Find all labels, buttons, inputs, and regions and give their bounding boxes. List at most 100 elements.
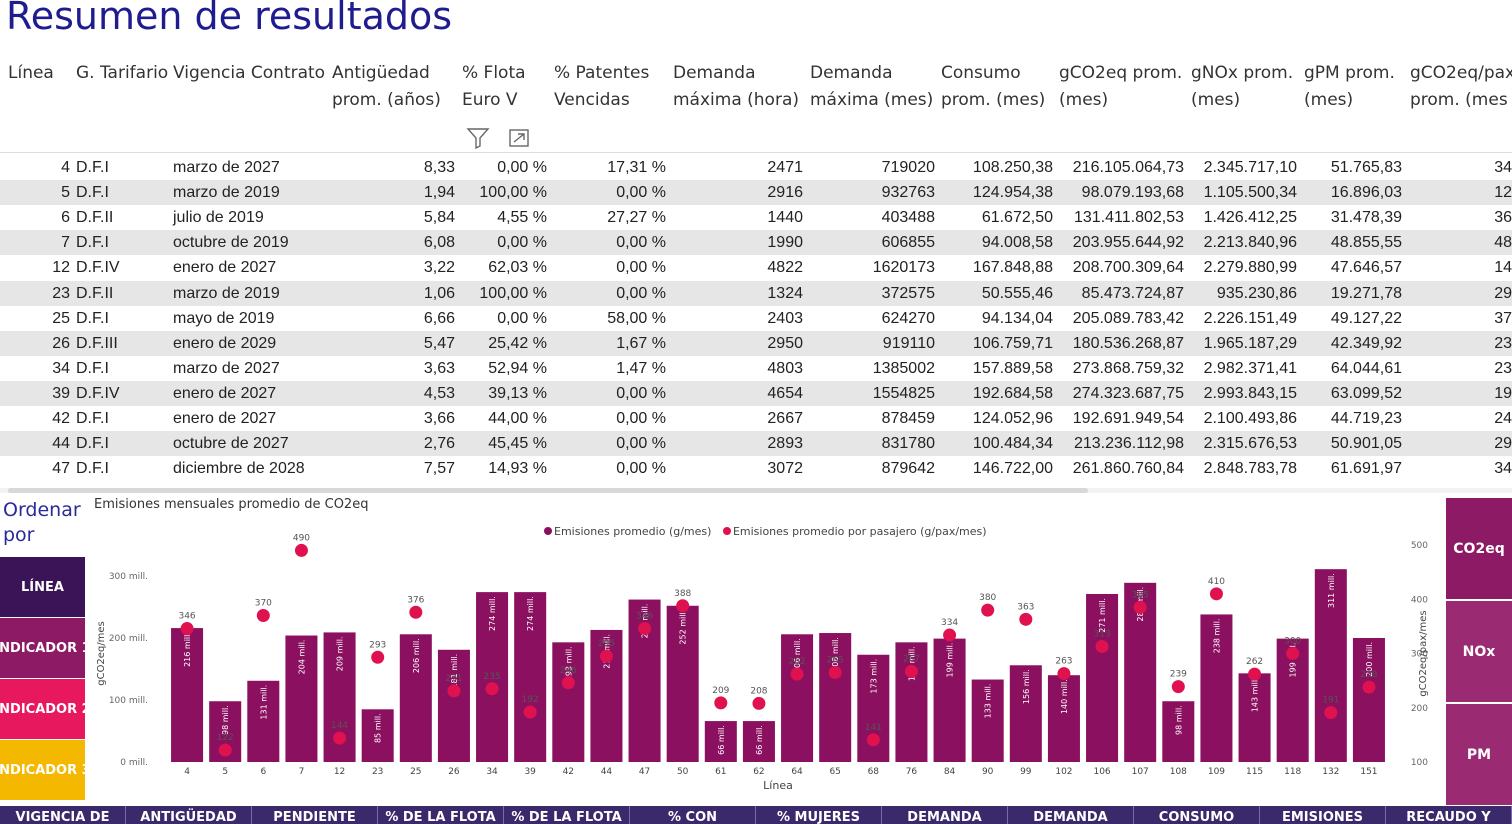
column-header[interactable]: % Flota Euro V xyxy=(462,63,526,110)
bottom-navigation-tabs: VIGENCIA DE ANTIGÜEDAD PENDIENTE% DE LA FL… xyxy=(0,806,1512,824)
bottom-tab[interactable]: PENDIENTE xyxy=(252,806,378,824)
table-cell: 1,67 % xyxy=(616,334,666,352)
bottom-tab[interactable]: EMISIONES xyxy=(1260,806,1386,824)
table-cell: 64.044,61 xyxy=(1330,359,1402,377)
table-cell: marzo de 2027 xyxy=(173,159,280,176)
bottom-tab[interactable]: ANTIGÜEDAD xyxy=(126,806,252,824)
column-header[interactable]: gNOx prom. (mes) xyxy=(1191,63,1294,110)
metric-button-nox[interactable]: NOx xyxy=(1446,601,1512,702)
table-cell: 3,22 xyxy=(423,259,455,277)
table-row[interactable]: 4 D.F.I marzo de 2027 8,33 0,00 % 17,31 % 2471… xyxy=(0,155,1512,180)
table-row[interactable]: 23 D.F.II marzo de 2019 1,06 100,00 % 0,00 % 1… xyxy=(0,280,1512,306)
column-header[interactable]: Demanda máxima (hora) xyxy=(673,63,799,110)
point-data-label: 144 xyxy=(331,721,348,731)
column-header[interactable]: % Patentes Vencidas xyxy=(554,63,650,110)
sort-button-linea[interactable]: LÍNEA xyxy=(0,557,85,617)
sort-button-indicador-3[interactable]: INDICADOR 3 xyxy=(0,740,91,800)
table-cell: 39,13 % xyxy=(488,384,547,402)
bottom-tab[interactable]: % CON xyxy=(630,806,756,824)
table-row[interactable]: 42 D.F.I enero de 2027 3,66 44,00 % 0,00 % 266… xyxy=(0,406,1512,431)
bottom-tab[interactable]: % DE LA FLOTA xyxy=(378,806,504,824)
table-cell: 180.536.268,87 xyxy=(1072,334,1184,352)
table-row[interactable]: 34 D.F.I marzo de 2027 3,63 52,94 % 1,47 % 480… xyxy=(0,356,1512,381)
point-data-label: 192 xyxy=(522,695,539,705)
sort-button-indicador-1[interactable]: INDICADOR 1 xyxy=(0,618,91,678)
x-tick-label: 109 xyxy=(1208,767,1225,777)
bar-data-label: 66 mill. xyxy=(755,725,764,755)
table-cell: 58,00 % xyxy=(607,309,666,327)
table-cell: 108.250,38 xyxy=(972,159,1053,176)
metric-button-co2eq[interactable]: CO2eq xyxy=(1446,498,1512,599)
table-cell: marzo de 2019 xyxy=(173,184,280,202)
bottom-tab[interactable]: % MUJERES xyxy=(756,806,882,824)
column-header[interactable]: Vigencia Contrato xyxy=(173,63,326,83)
table-row[interactable]: 26 D.F.III enero de 2029 5,47 25,42 % 1,67 % 2… xyxy=(0,330,1512,356)
point-data-label: 346 xyxy=(636,612,653,622)
table-cell: 1.965.187,29 xyxy=(1203,334,1297,352)
column-header[interactable]: Consumo prom. (mes) xyxy=(941,63,1046,110)
sort-button-label: INDICADOR 1 xyxy=(0,640,91,656)
table-row[interactable]: 12 D.F.IV enero de 2027 3,22 62,03 % 0,00 % 48… xyxy=(0,255,1512,280)
table-row[interactable]: 25 D.F.I mayo de 2019 6,66 0,00 % 58,00 % 2403… xyxy=(0,306,1512,331)
pax-point xyxy=(333,731,347,745)
x-tick-label: 84 xyxy=(944,767,956,777)
x-tick-label: 62 xyxy=(753,767,764,777)
column-header[interactable]: Demanda máxima (mes) xyxy=(810,63,934,110)
column-header[interactable]: gCO2eq/pax prom. (mes xyxy=(1410,63,1512,110)
table-row[interactable]: 5 D.F.I marzo de 2019 1,94 100,00 % 0,00 % 291… xyxy=(0,180,1512,206)
point-data-label: 313 xyxy=(1093,629,1110,639)
table-cell: 208.700.309,64 xyxy=(1072,259,1184,277)
table-row[interactable]: 6 D.F.II julio de 2019 5,84 4,55 % 27,27 % 144… xyxy=(0,205,1512,230)
sort-button-indicador-2[interactable]: INDICADOR 2 xyxy=(0,679,91,739)
table-cell: 1990 xyxy=(767,234,803,252)
bottom-tab[interactable]: VIGENCIA DE xyxy=(0,806,126,824)
x-tick-label: 12 xyxy=(334,767,345,777)
table-row[interactable]: 47 D.F.I diciembre de 2028 7,57 14,93 % 0,00 … xyxy=(0,456,1512,481)
point-data-label: 363 xyxy=(1017,602,1034,612)
table-cell: 0,00 % xyxy=(616,284,666,302)
table-cell: 44 xyxy=(52,435,70,453)
table-cell: 12 xyxy=(1494,184,1512,202)
x-tick-label: 99 xyxy=(1020,767,1032,777)
table-row[interactable]: 44 D.F.I octubre de 2027 2,76 45,45 % 0,00 % 2… xyxy=(0,431,1512,457)
table-horizontal-scrollbar[interactable] xyxy=(8,488,1088,493)
column-header[interactable]: Línea xyxy=(8,63,54,83)
table-row[interactable]: 39 D.F.IV enero de 2027 4,53 39,13 % 0,00 % 46… xyxy=(0,380,1512,406)
table-cell: 19 xyxy=(1494,384,1512,402)
table-cell: 98.079.193,68 xyxy=(1081,184,1184,202)
table-cell: 34 xyxy=(1494,460,1512,478)
pax-point xyxy=(1133,600,1147,614)
table-cell: 48.855,55 xyxy=(1330,234,1402,252)
bottom-tab[interactable]: RECAUDO Y xyxy=(1386,806,1512,824)
column-header[interactable]: G. Tarifario xyxy=(76,63,169,83)
bar-data-label: 200 mill. xyxy=(1365,642,1374,677)
bottom-tab[interactable]: % DE LA FLOTA xyxy=(504,806,630,824)
bar xyxy=(742,721,775,762)
x-tick-label: 76 xyxy=(906,767,918,777)
table-cell: 5 xyxy=(61,184,70,202)
focus-mode-icon[interactable] xyxy=(509,129,529,147)
x-tick-label: 25 xyxy=(410,767,421,777)
bottom-tab[interactable]: DEMANDA xyxy=(882,806,1008,824)
pax-point xyxy=(981,603,995,617)
table-cell: 25,42 % xyxy=(488,334,547,352)
table-cell: 0,00 % xyxy=(616,410,666,427)
table-header-divider xyxy=(0,152,1512,153)
table-cell: 157.889,58 xyxy=(972,359,1053,377)
bottom-tab[interactable]: DEMANDA xyxy=(1008,806,1134,824)
column-header[interactable]: gCO2eq prom. (mes) xyxy=(1059,63,1183,110)
bar-data-label: 181 mill. xyxy=(450,654,459,689)
bar-data-label: 209 mill. xyxy=(336,636,345,671)
bar xyxy=(1314,569,1347,762)
metric-button-pm[interactable]: PM xyxy=(1446,704,1512,805)
table-cell: 47 xyxy=(52,460,70,478)
bottom-tab[interactable]: CONSUMO xyxy=(1134,806,1260,824)
table-cell: D.F.IV xyxy=(76,384,120,402)
pax-point xyxy=(523,705,537,719)
column-header[interactable]: Antigüedad prom. (años) xyxy=(332,63,441,110)
table-cell: 61.672,50 xyxy=(981,209,1053,227)
filter-icon[interactable] xyxy=(466,128,490,150)
column-header[interactable]: gPM prom. (mes) xyxy=(1304,63,1395,110)
table-row[interactable]: 7 D.F.I octubre de 2019 6,08 0,00 % 0,00 % 199… xyxy=(0,230,1512,256)
x-tick-label: 4 xyxy=(184,767,190,777)
